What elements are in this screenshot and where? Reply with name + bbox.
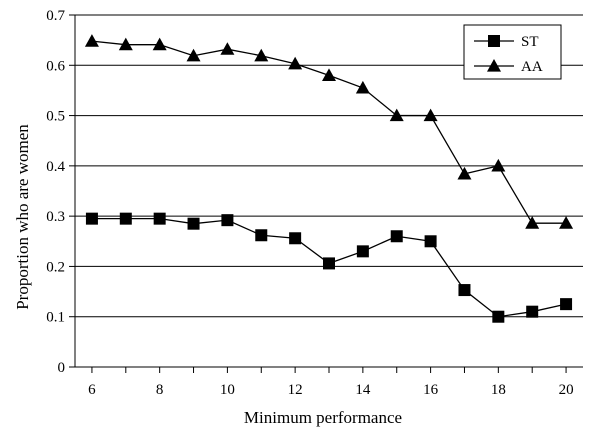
y-tick-label: 0.3	[46, 209, 65, 225]
data-point-triangle	[322, 68, 336, 81]
data-point-triangle	[186, 48, 201, 62]
legend-box	[463, 24, 562, 80]
legend-marker-square	[488, 35, 500, 47]
data-point-square	[255, 229, 268, 242]
legend-label: AA	[521, 59, 543, 75]
y-tick-label: 0.4	[46, 159, 65, 175]
data-point-triangle	[525, 216, 540, 229]
data-point-triangle	[152, 37, 167, 51]
data-point-triangle	[559, 216, 574, 229]
x-tick-label: 14	[355, 382, 371, 398]
data-point-triangle	[423, 108, 438, 122]
data-point-triangle	[220, 42, 235, 55]
x-tick-label: 12	[288, 382, 303, 398]
x-tick-labels: 6 8 10 12 14 16 18 20	[88, 382, 573, 398]
data-point-triangle	[457, 166, 472, 180]
data-point-square	[85, 212, 98, 225]
y-tick-label: 0.2	[46, 259, 65, 275]
y-tick-label: 0.6	[46, 58, 65, 74]
x-axis-title: Minimum performance	[244, 408, 402, 427]
data-point-square	[119, 212, 132, 225]
data-point-square	[356, 245, 369, 258]
data-point-triangle	[355, 80, 370, 94]
axes	[69, 14, 583, 373]
y-tick-labels: 0 0.1 0.2 0.3 0.4 0.5 0.6 0.7	[46, 8, 65, 376]
data-point-square	[187, 217, 200, 230]
x-tick-label: 16	[423, 382, 439, 398]
data-point-square	[153, 212, 166, 225]
series-st	[85, 212, 573, 323]
data-point-triangle	[491, 158, 506, 172]
y-axis-title: Proportion who are women	[13, 124, 32, 310]
legend: ST AA	[463, 24, 562, 80]
x-tick-label: 8	[156, 382, 164, 398]
legend-label: ST	[521, 34, 539, 50]
data-point-triangle	[254, 48, 269, 62]
x-tick-label: 18	[491, 382, 506, 398]
data-point-square	[560, 298, 573, 311]
data-point-triangle	[118, 37, 133, 51]
legend-entry: ST	[474, 34, 539, 50]
data-point-triangle	[84, 34, 99, 47]
y-tick-label: 0.1	[46, 310, 65, 326]
data-point-triangle	[288, 56, 303, 70]
data-point-square	[221, 214, 234, 227]
legend-marker-triangle	[487, 59, 501, 72]
data-point-square	[390, 230, 403, 243]
data-point-square	[526, 305, 539, 318]
data-point-square	[492, 310, 505, 323]
y-tick-label: 0.7	[46, 8, 65, 24]
data-point-square	[424, 235, 437, 248]
x-tick-label: 6	[88, 382, 96, 398]
y-tick-label: 0	[58, 360, 66, 376]
y-tick-label: 0.5	[46, 109, 65, 125]
series-aa	[84, 34, 574, 229]
data-point-square	[458, 284, 471, 297]
data-point-square	[323, 257, 335, 270]
x-tick-label: 20	[559, 382, 574, 398]
data-point-square	[289, 232, 302, 245]
series	[84, 34, 574, 323]
data-point-triangle	[389, 108, 404, 122]
legend-entry: AA	[474, 59, 543, 75]
x-tick-label: 10	[220, 382, 235, 398]
